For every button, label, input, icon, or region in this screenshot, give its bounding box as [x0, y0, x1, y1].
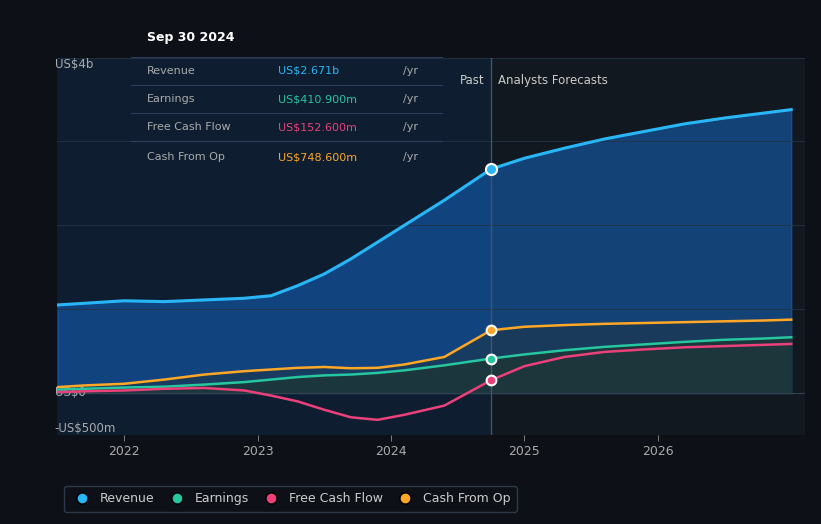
Legend: Revenue, Earnings, Free Cash Flow, Cash From Op: Revenue, Earnings, Free Cash Flow, Cash … — [64, 486, 516, 511]
Text: Earnings: Earnings — [147, 94, 195, 104]
Bar — [57, 58, 491, 435]
Text: Cash From Op: Cash From Op — [147, 152, 225, 162]
Text: -US$500m: -US$500m — [55, 422, 117, 435]
Text: Analysts Forecasts: Analysts Forecasts — [498, 74, 608, 88]
Text: US$4b: US$4b — [55, 58, 93, 71]
Text: US$410.900m: US$410.900m — [278, 94, 357, 104]
Text: US$748.600m: US$748.600m — [278, 152, 357, 162]
Text: /yr: /yr — [403, 152, 418, 162]
Text: Revenue: Revenue — [147, 66, 195, 76]
Text: US$0: US$0 — [55, 387, 85, 399]
Text: US$2.671b: US$2.671b — [278, 66, 339, 76]
Text: Sep 30 2024: Sep 30 2024 — [147, 31, 235, 45]
Text: US$152.600m: US$152.600m — [278, 122, 357, 133]
Text: Past: Past — [460, 74, 484, 88]
Bar — [491, 58, 805, 435]
Text: /yr: /yr — [403, 66, 418, 76]
Text: /yr: /yr — [403, 94, 418, 104]
Text: Free Cash Flow: Free Cash Flow — [147, 122, 231, 133]
Text: /yr: /yr — [403, 122, 418, 133]
